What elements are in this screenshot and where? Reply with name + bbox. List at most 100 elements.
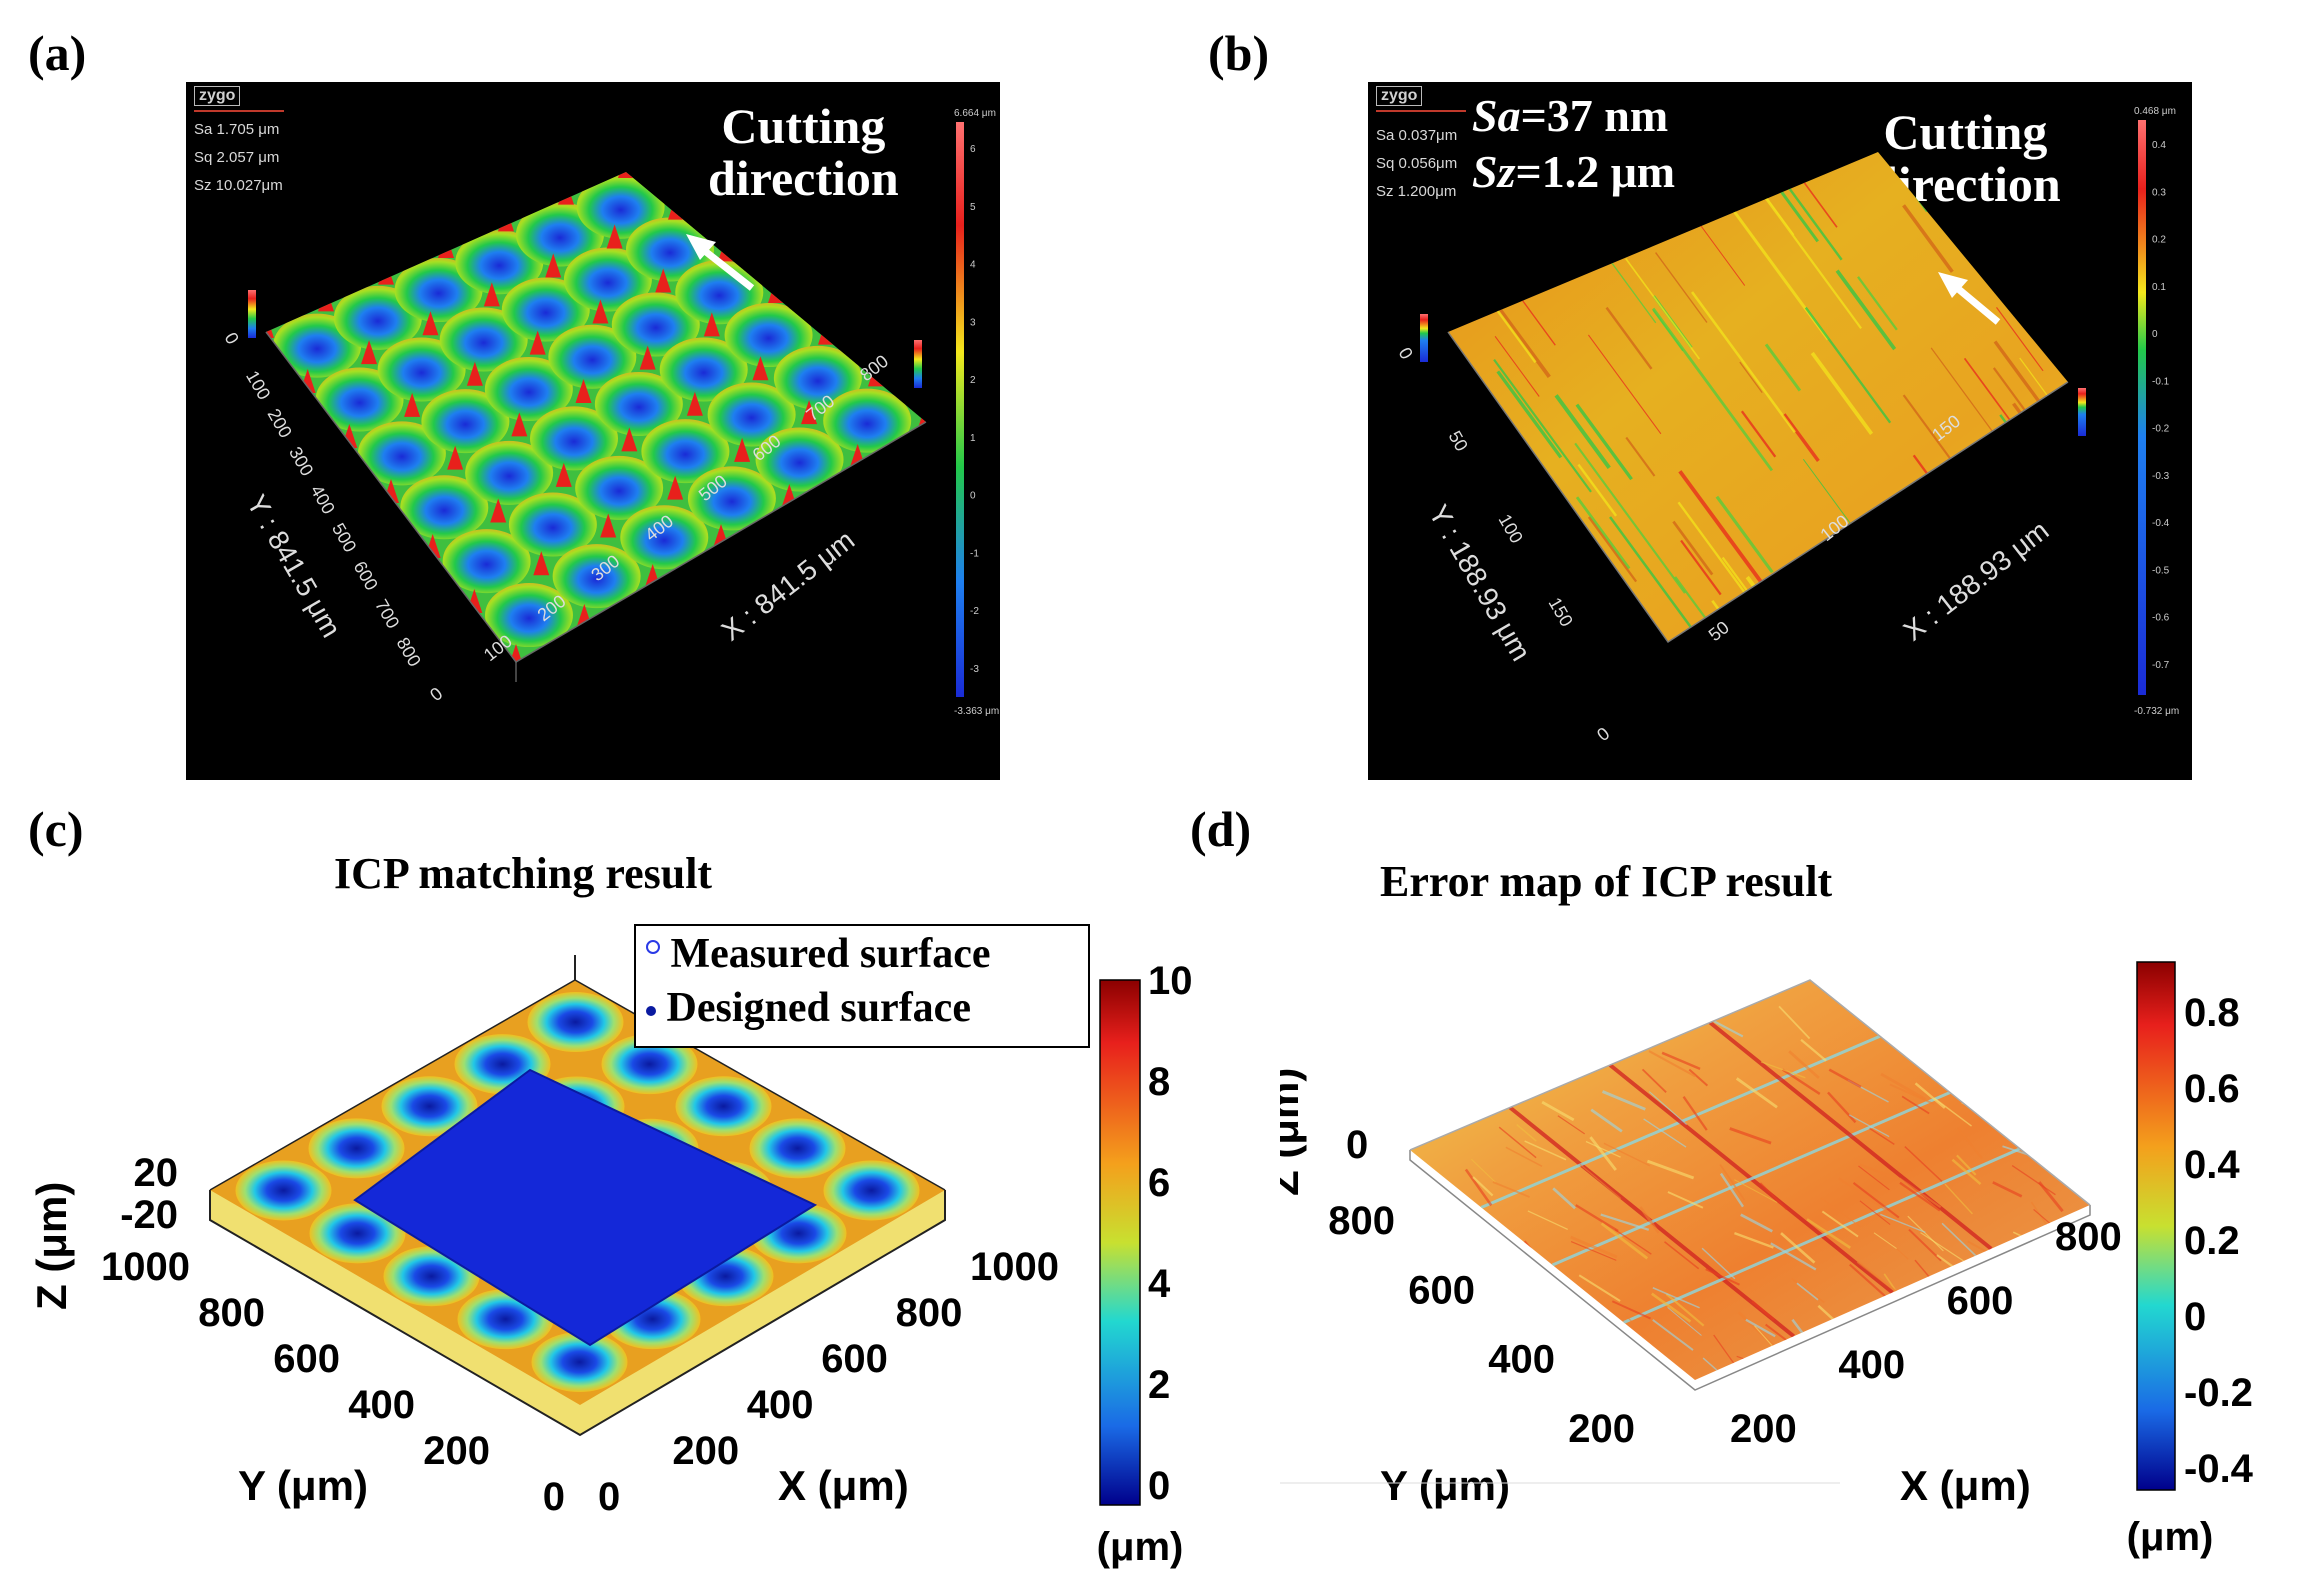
dimple	[823, 1160, 920, 1221]
dimple	[625, 217, 714, 282]
streak	[1655, 252, 1708, 323]
sz-symbol: Sz	[1472, 146, 1516, 197]
y-tick: 400	[307, 482, 339, 518]
annotation-line-2: direction	[708, 150, 899, 206]
dimple	[400, 475, 489, 540]
streak	[2061, 457, 2068, 510]
colorbar-tick: 0	[2152, 329, 2158, 340]
texture-streak	[1992, 1181, 2023, 1198]
colorbar-unit-d: (μm)	[2127, 1515, 2214, 1559]
streak	[1587, 516, 1638, 583]
dot-marker-icon	[646, 1006, 656, 1017]
peak	[555, 462, 572, 487]
legend-item-designed: Designed surface	[646, 984, 971, 1032]
texture-streak	[1579, 1163, 1622, 1200]
texture-streak	[1651, 1292, 1692, 1323]
peak	[466, 361, 483, 386]
y-tick: 600	[273, 1337, 340, 1381]
streak	[1554, 394, 1611, 469]
colorbar-top-b: 0.468 μm	[2134, 106, 2176, 117]
z-axis-label-d: Z (μm)	[1280, 1068, 1307, 1196]
dimple	[309, 1203, 406, 1264]
y-tick: 200	[423, 1429, 490, 1473]
texture-streak	[1667, 1191, 1704, 1209]
dimple	[823, 388, 912, 453]
texture-streak	[1914, 1082, 1946, 1109]
x-tick: 50	[1705, 617, 1733, 645]
roughness-values-b: Sa=37 nm Sz=1.2 μm	[1472, 88, 1675, 200]
dimple	[575, 455, 664, 520]
peak	[655, 268, 672, 293]
peak	[404, 392, 421, 417]
measured-surface-patch	[353, 1068, 818, 1347]
texture-streak	[1898, 1177, 1942, 1209]
texture-streak	[1524, 1140, 1567, 1161]
streak	[1996, 307, 2044, 372]
peak	[490, 498, 507, 523]
texture-streak	[1665, 1293, 1705, 1327]
y-tick: 0	[543, 1475, 565, 1519]
sa-value: =37 nm	[1520, 90, 1669, 141]
streak	[1574, 442, 1686, 594]
texture-streak	[1682, 1096, 1708, 1131]
texture-streak	[1837, 1177, 1888, 1212]
y-tick: 150	[1545, 594, 1577, 630]
streak	[1782, 413, 1820, 462]
texture-streak	[1888, 1241, 1909, 1260]
z-axis-label-c: Z (μm)	[28, 1182, 75, 1310]
colorbar-tick: 0.1	[2152, 282, 2166, 293]
colorbar-tick: 4	[1148, 1262, 1171, 1306]
streak	[1933, 481, 1984, 550]
streak	[1484, 164, 1550, 252]
x-axis-label-d: X (μm)	[1900, 1462, 2031, 1509]
texture-streak	[1471, 1158, 1497, 1183]
y-tick: 400	[348, 1383, 415, 1427]
x-tick: 800	[896, 1291, 963, 1335]
colorbar-ticks-d: 0.8 0.6 0.4 0.2 0 -0.2 -0.4	[2184, 991, 2254, 1491]
colorbar-tick: 0.2	[2184, 1219, 2240, 1263]
texture-streak	[1800, 1038, 1827, 1062]
colorbar-tick: 0.6	[2184, 1067, 2240, 1111]
y-tick: 600	[1408, 1268, 1475, 1312]
colorbar-tick: -0.3	[2152, 471, 2170, 482]
texture-streak	[1908, 1228, 1942, 1262]
dimple	[527, 992, 624, 1053]
y-tick: 300	[285, 443, 317, 479]
stat-sq: Sq 2.057 μm	[194, 149, 280, 166]
stat-sz: Sz 10.027μm	[194, 177, 283, 194]
texture-streak	[1869, 1127, 1895, 1145]
texture-streak	[1827, 1091, 1857, 1124]
texture-streak	[1907, 1215, 1944, 1252]
streak	[1745, 575, 1838, 642]
panel-d-title: Error map of ICP result	[1380, 857, 1833, 906]
dimple	[308, 1118, 405, 1179]
texture-streak	[1778, 1005, 1811, 1040]
texture-streak	[1652, 1287, 1700, 1309]
streak	[1496, 370, 1563, 459]
texture-streak	[1516, 1124, 1537, 1142]
dimple	[377, 337, 466, 402]
x-tick: 600	[821, 1337, 888, 1381]
x-tick: 0	[1593, 723, 1613, 745]
x-axis-label-c: X (μm)	[778, 1462, 909, 1509]
texture-streak	[1661, 1051, 1701, 1071]
x-tick: 200	[1730, 1407, 1797, 1451]
dimple	[576, 174, 665, 239]
zygo-logo-text: zygo	[1376, 86, 1423, 106]
texture-streak	[1600, 1213, 1650, 1231]
peak	[318, 287, 334, 312]
peak	[483, 282, 500, 307]
panel-c-label: (c)	[28, 801, 84, 857]
streak	[1740, 410, 1777, 458]
y-tick: 0	[221, 329, 243, 348]
colorbar-top-a: 6.664 μm	[954, 108, 996, 119]
streak	[1625, 258, 1701, 360]
texture-streak	[1578, 1274, 1621, 1302]
panel-d-label: (d)	[1190, 801, 1252, 857]
texture-streak	[1570, 1241, 1617, 1261]
z-ticks-d: 0	[1346, 1123, 1368, 1167]
texture-streak	[1557, 1115, 1586, 1135]
stat-sa: Sa 0.037μm	[1376, 127, 1458, 144]
dimple-array-a	[266, 172, 926, 662]
colorbar-tick: 10	[1148, 959, 1193, 1003]
